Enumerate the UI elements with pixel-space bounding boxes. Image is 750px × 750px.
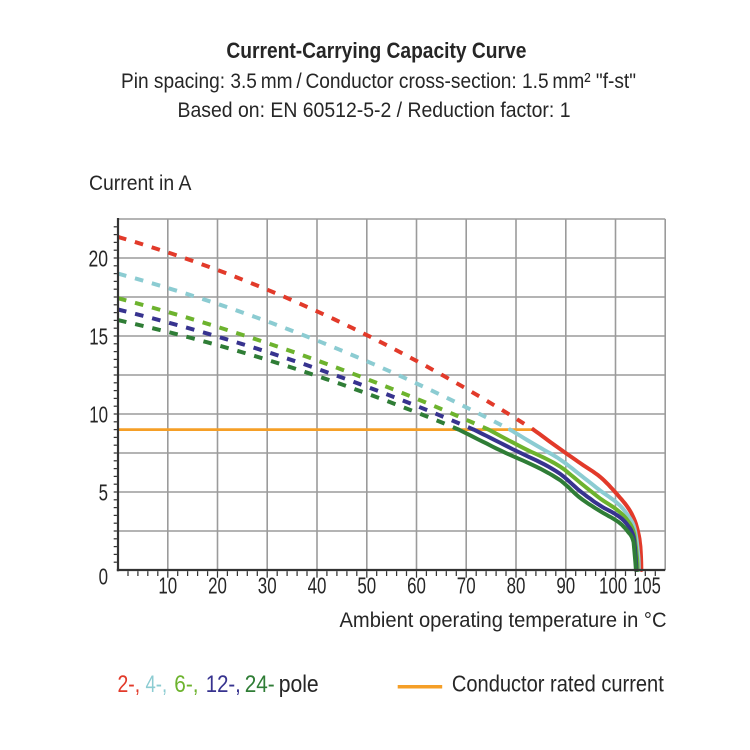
svg-text:10: 10 xyxy=(158,573,177,599)
svg-text:Current in A: Current in A xyxy=(89,171,192,195)
svg-text:Current-Carrying Capacity Curv: Current-Carrying Capacity Curve xyxy=(226,38,526,63)
svg-text:60: 60 xyxy=(407,573,426,599)
svg-text:80: 80 xyxy=(507,573,526,599)
svg-text:2-,: 2-, xyxy=(118,671,141,698)
svg-text:24-: 24- xyxy=(245,671,275,698)
svg-text:12-,: 12-, xyxy=(206,671,241,698)
svg-text:5: 5 xyxy=(99,480,108,506)
svg-text:6-,: 6-, xyxy=(174,671,198,698)
svg-text:10: 10 xyxy=(89,402,108,428)
svg-text:90: 90 xyxy=(556,573,575,599)
svg-text:100: 100 xyxy=(599,573,627,599)
svg-text:Pin spacing: 3.5 mm / Conducto: Pin spacing: 3.5 mm / Conductor cross-se… xyxy=(121,69,636,93)
svg-text:Based on: EN 60512-5-2 / Reduc: Based on: EN 60512-5-2 / Reduction facto… xyxy=(178,98,571,122)
svg-text:20: 20 xyxy=(208,573,227,599)
svg-text:Conductor rated current: Conductor rated current xyxy=(452,671,664,697)
svg-text:Ambient operating temperature: Ambient operating temperature in °C xyxy=(340,608,667,632)
svg-text:30: 30 xyxy=(258,573,277,599)
svg-text:20: 20 xyxy=(89,246,109,272)
svg-text:15: 15 xyxy=(89,324,108,350)
svg-text:70: 70 xyxy=(457,573,476,599)
svg-text:4-,: 4-, xyxy=(146,671,168,698)
svg-text:pole: pole xyxy=(279,671,319,698)
svg-text:50: 50 xyxy=(357,573,376,599)
svg-text:105: 105 xyxy=(633,573,661,599)
svg-text:0: 0 xyxy=(99,563,108,589)
svg-text:40: 40 xyxy=(308,573,327,599)
